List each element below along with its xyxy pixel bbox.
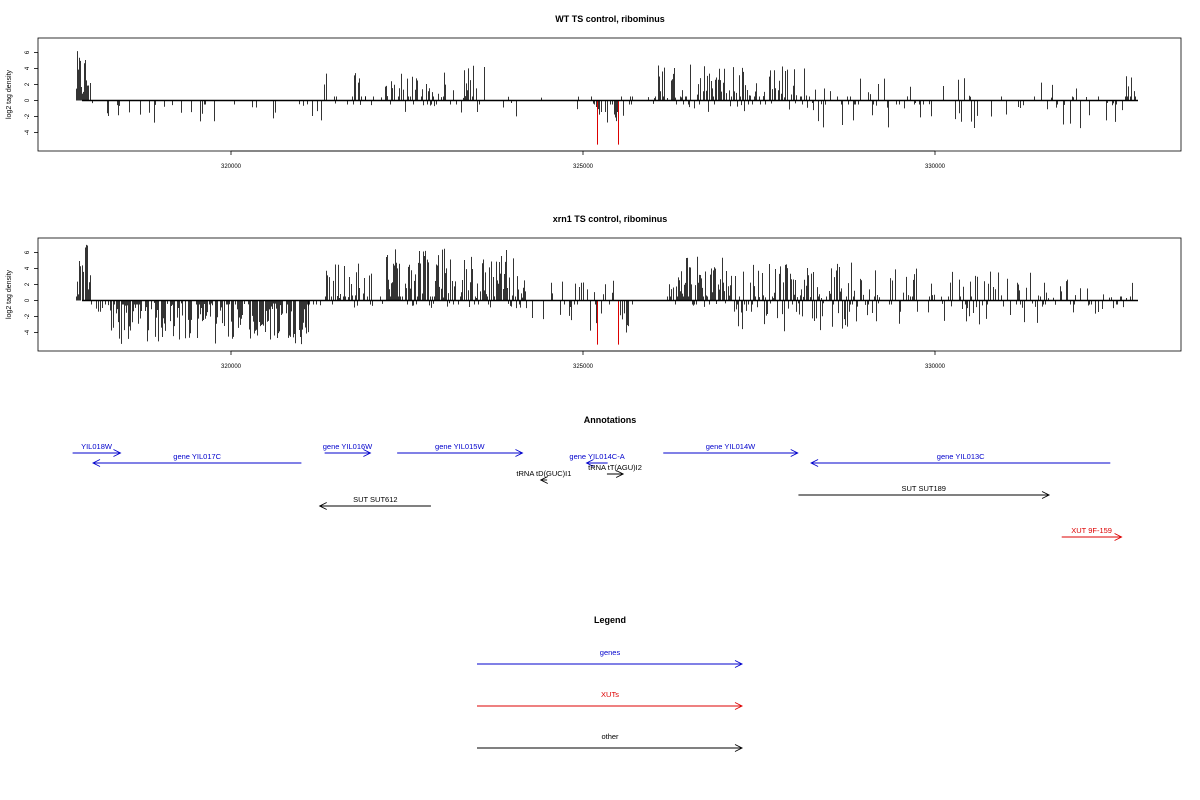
y-tick-label: -2 [25,113,31,119]
legend-arrowhead [734,702,744,710]
feature-arrowhead [113,449,122,457]
wt-signal-bars [76,51,1136,145]
wt-plot-frame [37,37,1182,152]
legend-label: XUTs [601,690,619,699]
feature-label: gene YIL013C [937,452,985,461]
legend-item-other: other [477,732,744,752]
feature-arrowhead [318,502,327,510]
feature-label: gene YIL017C [173,452,221,461]
feature-arrowhead [363,449,372,457]
xrn1-signal-bars [76,244,1133,345]
wt-x-axis: 320000 325000 330000 [221,150,946,170]
feature-gene-yil014w: gene YIL014W [663,442,799,457]
feature-trna-tt-agu-i2: tRNA tT(AGU)I2 [588,463,642,478]
feature-gene-yil013c: gene YIL013C [810,452,1111,467]
x-tick-label: 320000 [221,364,242,370]
feature-gene-yil014c-a: gene YIL014C-A [569,452,625,467]
y-tick-label: 4 [25,266,31,270]
y-tick-label: 2 [25,282,31,286]
y-tick-label: 6 [25,50,31,54]
feature-label: gene YIL014W [706,442,756,451]
feature-arrowhead [585,459,594,467]
feature-arrowhead [790,449,799,457]
feature-label: gene YIL014C-A [569,452,624,461]
feature-gene-yil016w: gene YIL016W [323,442,373,457]
xrn1-plot-frame [37,237,1182,352]
xrn1-track-title: xrn1 TS control, ribominus [553,214,668,224]
y-tick-label: -4 [25,129,31,135]
feature-arrowhead [1041,491,1051,499]
annotations-title: Annotations [584,415,637,425]
x-tick-label: 325000 [573,364,594,370]
x-tick-label: 320000 [221,164,242,170]
xrn1-track-panel: xrn1 TS control, ribominus log2 tag dens… [6,214,1182,370]
feature-label: YIL018W [81,442,113,451]
feature-gene-yil017c: gene YIL017C [92,452,302,467]
y-tick-label: -4 [25,329,31,335]
wt-track-panel: WT TS control, ribominus log2 tag densit… [6,14,1182,170]
y-tick-label: -2 [25,313,31,319]
y-tick-label: 0 [25,298,31,302]
feature-trna-td-guc-i1: tRNA tD(GUC)I1 [516,469,571,484]
y-tick-label: 6 [25,250,31,254]
feature-label: gene YIL016W [323,442,373,451]
legend-arrowhead [734,744,744,752]
x-tick-label: 330000 [925,364,946,370]
legend-arrowhead [734,660,744,668]
y-tick-label: 4 [25,66,31,70]
feature-arrowhead [1114,533,1123,541]
feature-gene-yil015w: gene YIL015W [397,442,524,457]
feature-label: SUT SUT612 [353,495,397,504]
legend-panel: Legend genes XUTs other [477,615,744,752]
legend-title: Legend [594,615,626,625]
feature-arrowhead [615,470,625,478]
feature-arrowhead [92,459,101,467]
feature-label: tRNA tD(GUC)I1 [516,469,571,478]
feature-xut-9f-159: XUT 9F-159 [1061,526,1123,541]
feature-label: XUT 9F-159 [1071,526,1112,535]
feature-label: SUT SUT189 [902,484,946,493]
feature-arrowhead [515,449,524,457]
legend-label: other [601,732,619,741]
feature-sut-sut189: SUT SUT189 [798,484,1051,499]
feature-arrowhead [539,476,548,484]
feature-label: gene YIL015W [435,442,485,451]
annotations-panel: Annotations YIL018W gene YIL017C gene YIL0… [72,415,1123,541]
legend-label: genes [600,648,621,657]
y-tick-label: 0 [25,98,31,102]
wt-track-title: WT TS control, ribominus [555,14,665,24]
y-tick-label: 2 [25,82,31,86]
annotation-features: YIL018W gene YIL017C gene YIL016W gene YIL0… [72,442,1123,541]
xrn1-y-axis: -4 -2 0 2 4 6 [25,250,39,335]
wt-y-axis: -4 -2 0 2 4 6 [25,50,39,135]
legend-items: genes XUTs other [477,648,744,752]
feature-sut-sut612: SUT SUT612 [318,495,431,510]
feature-label: tRNA tT(AGU)I2 [588,463,642,472]
wt-y-axis-label: log2 tag density [6,69,13,119]
x-tick-label: 330000 [925,164,946,170]
feature-arrowhead [810,459,819,467]
legend-item-xuts: XUTs [477,690,744,710]
x-tick-label: 325000 [573,164,594,170]
xrn1-x-axis: 320000 325000 330000 [221,350,946,370]
xrn1-y-axis-label: log2 tag density [6,269,13,319]
legend-item-genes: genes [477,648,744,668]
feature-yil018w: YIL018W [72,442,122,457]
